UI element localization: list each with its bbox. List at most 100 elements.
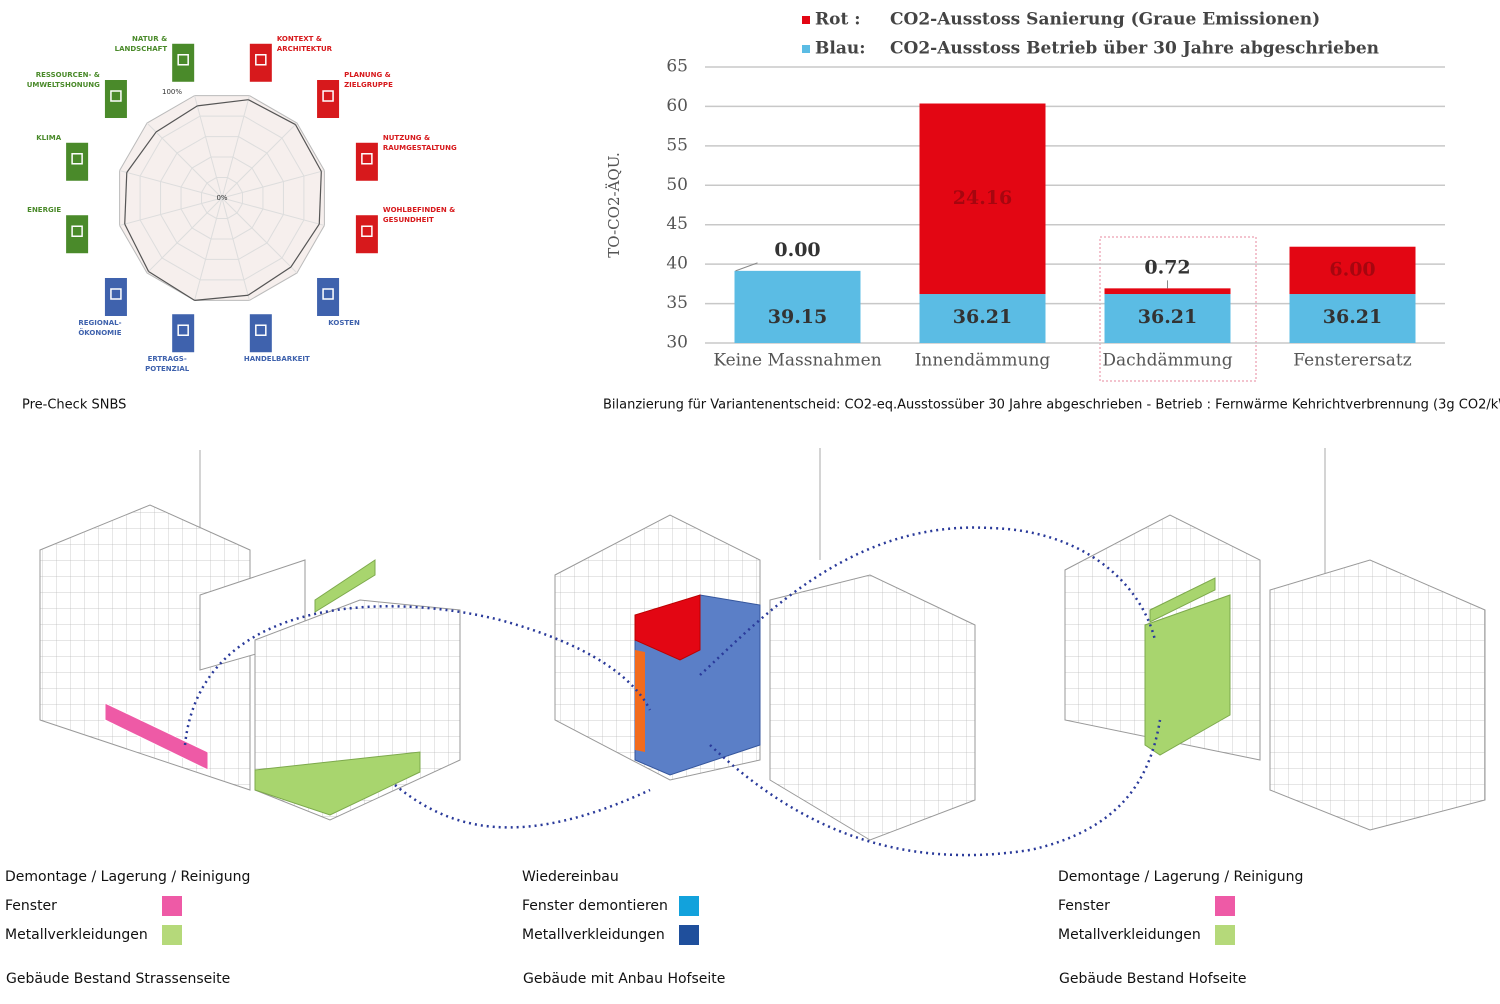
bar-segment xyxy=(919,103,1046,295)
radar-edge xyxy=(124,223,150,272)
legend-title: Wiedereinbau xyxy=(522,869,619,885)
radar-edge xyxy=(155,105,198,133)
category-label: NATUR & xyxy=(132,35,167,43)
data-label: 0.72 xyxy=(1144,256,1190,278)
legend-item-label: Fenster demontieren xyxy=(522,898,668,914)
radar-edge xyxy=(248,99,296,126)
x-tick-label: Keine Massnahmen xyxy=(713,351,881,371)
legend-swatch xyxy=(802,45,810,53)
bar-segment xyxy=(734,270,861,343)
category-icon-mark xyxy=(177,324,189,336)
category-icon-mark xyxy=(361,225,373,237)
category-icon-mark xyxy=(71,225,83,237)
label-leader xyxy=(735,262,758,272)
bar-segment xyxy=(1104,294,1231,343)
radar-edge xyxy=(247,266,292,296)
category-icon xyxy=(355,142,378,181)
category-icon-mark xyxy=(361,153,373,165)
category-label: KLIMA xyxy=(36,134,61,142)
radar-spoke xyxy=(194,197,223,301)
legend-caption: Gebäude mit Anbau Hofseite xyxy=(523,971,725,987)
category-label: GESUNDHEIT xyxy=(383,216,434,224)
bar-segment xyxy=(1104,288,1231,295)
category-label: ARCHITEKTUR xyxy=(277,45,333,53)
category-label: NUTZUNG & xyxy=(383,134,430,142)
legend-item-label: Fenster xyxy=(5,898,57,914)
category-label: HANDELBARKEIT xyxy=(244,355,310,363)
legend-name: CO2-Ausstoss Sanierung (Graue Emissionen… xyxy=(890,10,1320,30)
legend-caption: Gebäude Bestand Hofseite xyxy=(1059,971,1246,987)
category-icon xyxy=(317,80,340,119)
category-label: LANDSCHAFT xyxy=(115,45,168,53)
caption: Pre-Check SNBS xyxy=(22,398,126,413)
category-icon xyxy=(355,215,378,254)
category-icon-mark xyxy=(110,288,122,300)
legend-title: Demontage / Lagerung / Reinigung xyxy=(5,869,250,885)
radar-edge xyxy=(126,131,157,173)
legend-item-label: Fenster xyxy=(1058,898,1110,914)
legend-key: Rot : xyxy=(815,10,861,30)
legend-title: Demontage / Lagerung / Reinigung xyxy=(1058,869,1303,885)
category-icon-mark xyxy=(177,54,189,66)
category-icon xyxy=(249,43,272,82)
bar-segment xyxy=(919,294,1046,343)
radar-spoke xyxy=(221,197,298,274)
y-tick-label: 35 xyxy=(666,293,688,313)
legend-name: CO2-Ausstoss Betrieb über 30 Jahre abges… xyxy=(890,39,1379,59)
radar-tick-label: 100% xyxy=(162,88,182,96)
category-icon-mark xyxy=(71,153,83,165)
bar-segment xyxy=(1289,294,1416,343)
y-tick-label: 50 xyxy=(666,175,688,195)
x-tick-label: Dachdämmung xyxy=(1102,351,1232,371)
legend-item-label: Metallverkleidungen xyxy=(1058,927,1201,943)
legend-swatch xyxy=(162,896,182,916)
category-icon-mark xyxy=(322,288,334,300)
category-label: REGIONAL- xyxy=(78,319,121,327)
category-icon xyxy=(172,43,195,82)
category-icon xyxy=(249,314,272,353)
radar-spoke xyxy=(146,197,223,274)
radar-edge xyxy=(124,172,128,225)
data-label: 36.21 xyxy=(953,306,1013,328)
data-label: 0.00 xyxy=(774,239,820,261)
data-label: 6.00 xyxy=(1329,258,1375,280)
data-label: 36.21 xyxy=(1138,306,1198,328)
x-tick-label: Fensterersatz xyxy=(1293,351,1411,371)
radar-spoke xyxy=(221,122,298,199)
category-icon xyxy=(104,80,127,119)
caption: Bilanzierung für Variantenentscheid: CO2… xyxy=(603,398,1500,413)
radar-spoke xyxy=(146,122,223,199)
legend-item-label: Metallverkleidungen xyxy=(522,927,665,943)
legend-key: Blau: xyxy=(815,39,865,59)
category-label: RAUMGESTALTUNG xyxy=(383,144,457,152)
category-icon xyxy=(66,215,89,254)
category-icon xyxy=(317,277,340,316)
category-icon-mark xyxy=(110,90,122,102)
highlight-box xyxy=(1099,236,1257,382)
category-label: ERTRAGS- xyxy=(148,355,187,363)
category-label: KONTEXT & xyxy=(277,35,322,43)
category-icon xyxy=(172,314,195,353)
legend-swatch xyxy=(1215,896,1235,916)
radar-edge xyxy=(290,223,320,268)
legend-swatch xyxy=(679,896,699,916)
x-tick-label: Innendämmung xyxy=(915,351,1051,371)
category-icon xyxy=(66,142,89,181)
category-label: POTENZIAL xyxy=(145,365,190,373)
radar-spoke xyxy=(119,170,223,199)
radar-edge xyxy=(194,294,249,301)
radar-spoke xyxy=(119,197,223,226)
category-label: PLANUNG & xyxy=(344,71,391,79)
data-label: 36.21 xyxy=(1323,306,1383,328)
radar-spoke xyxy=(221,95,250,199)
radar-tick-label: 0% xyxy=(216,194,227,202)
category-label: ENERGIE xyxy=(27,206,61,214)
category-label: WOHLBEFINDEN & xyxy=(383,206,455,214)
category-label: KOSTEN xyxy=(328,319,360,327)
legend-swatch xyxy=(162,925,182,945)
radar-spoke xyxy=(194,95,223,199)
category-label: RESSOURCEN- & xyxy=(36,71,100,79)
category-label: UMWELTSHONUNG xyxy=(27,81,100,89)
legend-swatch xyxy=(802,16,810,24)
y-tick-label: 65 xyxy=(666,57,688,77)
